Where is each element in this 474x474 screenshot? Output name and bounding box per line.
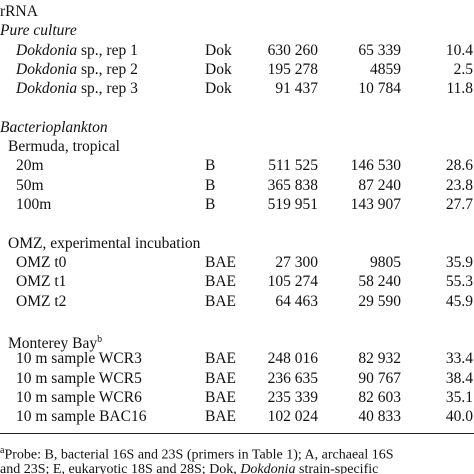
footnote-text: strain-specific xyxy=(295,461,379,474)
value: 33.4 xyxy=(445,350,473,368)
value: 146 530 xyxy=(350,157,401,175)
value: 28.6 xyxy=(445,157,473,175)
probe: BAE xyxy=(205,350,236,368)
label-part: Dokdonia xyxy=(16,60,78,78)
row-label: 100m xyxy=(16,196,52,213)
value: 45.9 xyxy=(445,292,473,310)
value: 105 274 xyxy=(267,273,318,291)
group-title: Bermuda, tropical xyxy=(8,138,120,156)
value: 195 278 xyxy=(267,60,318,78)
probe: Dok xyxy=(205,60,232,78)
probe: BAE xyxy=(205,273,236,291)
value: 90 767 xyxy=(358,369,401,387)
value: 87 240 xyxy=(358,176,401,194)
probe: Dok xyxy=(205,80,232,98)
value: 35.9 xyxy=(445,253,473,271)
value: 27.7 xyxy=(445,196,473,213)
row-label: OMZ t1 xyxy=(16,273,67,291)
probe: B xyxy=(205,157,216,175)
label-part: Dokdonia xyxy=(16,80,78,98)
probe: BAE xyxy=(205,369,236,387)
value: 65 339 xyxy=(358,41,401,59)
value: 2.5 xyxy=(453,60,473,78)
section-title: Pure culture xyxy=(0,22,77,40)
section-title: Bacterioplankton xyxy=(0,118,108,136)
probe: BAE xyxy=(205,292,236,310)
group-title-text: Bermuda, tropical xyxy=(8,138,120,156)
value: 91 437 xyxy=(275,80,318,98)
row-label: 20m xyxy=(16,157,44,175)
value: 29 590 xyxy=(358,292,401,310)
value: 10 784 xyxy=(358,80,401,98)
row-label: 10 m sample BAC16 xyxy=(16,408,147,426)
probe: B xyxy=(205,196,216,213)
header: rRNA xyxy=(0,3,38,20)
value: 82 603 xyxy=(358,389,401,406)
footnote-text: and 23S; E, eukaryotic 18S and 28S; Dok, xyxy=(0,461,241,474)
table-rule xyxy=(0,432,474,434)
value: 4859 xyxy=(370,60,401,78)
row-label: OMZ t0 xyxy=(16,253,67,271)
label-part: sp., rep 1 xyxy=(77,41,138,59)
row-label: Dokdonia sp., rep 2 xyxy=(16,61,138,79)
value: 38.4 xyxy=(445,369,473,387)
group-title: OMZ, experimental incubation xyxy=(8,235,200,253)
label-part: Dokdonia xyxy=(16,41,78,59)
footnote-text: Probe: B, bacterial 16S and 23S (primers… xyxy=(4,447,394,463)
footnote-marker: a xyxy=(0,444,5,456)
value: 55.3 xyxy=(445,273,473,291)
value: 519 951 xyxy=(267,196,318,213)
value: 102 024 xyxy=(267,408,318,426)
row-label: 50m xyxy=(16,176,44,194)
row-label: Dokdonia sp., rep 3 xyxy=(16,80,138,98)
value: 27 300 xyxy=(275,253,318,271)
value: 235 339 xyxy=(267,389,318,406)
footnote-line: and 23S; E, eukaryotic 18S and 28S; Dok,… xyxy=(0,461,378,474)
row-label: 10 m sample WCR5 xyxy=(16,369,142,387)
value: 248 016 xyxy=(267,350,318,368)
probe: BAE xyxy=(205,253,236,271)
value: 11.8 xyxy=(446,80,473,98)
footnote-text: Dokdonia xyxy=(240,461,296,474)
row-label: OMZ t2 xyxy=(16,292,67,310)
value: 9805 xyxy=(370,253,401,271)
value: 630 260 xyxy=(267,41,318,59)
row-label: Dokdonia sp., rep 1 xyxy=(16,42,138,60)
value: 35.1 xyxy=(445,389,473,406)
label-part: sp., rep 2 xyxy=(77,60,138,78)
value: 143 907 xyxy=(350,196,401,213)
value: 82 932 xyxy=(358,350,401,368)
note-marker: b xyxy=(97,334,103,346)
value: 64 463 xyxy=(275,292,318,310)
probe: B xyxy=(205,176,216,194)
value: 58 240 xyxy=(358,273,401,291)
row-label: 10 m sample WCR6 xyxy=(16,389,142,406)
value: 23.8 xyxy=(445,176,473,194)
group-title: Monterey Bayb xyxy=(8,331,102,353)
value: 10.4 xyxy=(445,41,473,59)
value: 236 635 xyxy=(267,369,318,387)
probe: BAE xyxy=(205,389,236,406)
row-label: 10 m sample WCR3 xyxy=(16,350,142,368)
probe: BAE xyxy=(205,408,236,426)
label-part: sp., rep 3 xyxy=(77,80,138,98)
value: 365 838 xyxy=(267,176,318,194)
value: 511 525 xyxy=(268,157,318,175)
probe: Dok xyxy=(205,41,232,59)
footnote-line: aProbe: B, bacterial 16S and 23S (primer… xyxy=(0,442,394,465)
group-title-text: Monterey Bay xyxy=(8,335,98,353)
value: 40 833 xyxy=(358,408,401,426)
group-title-text: OMZ, experimental incubation xyxy=(8,234,201,252)
value: 40.0 xyxy=(445,408,473,426)
